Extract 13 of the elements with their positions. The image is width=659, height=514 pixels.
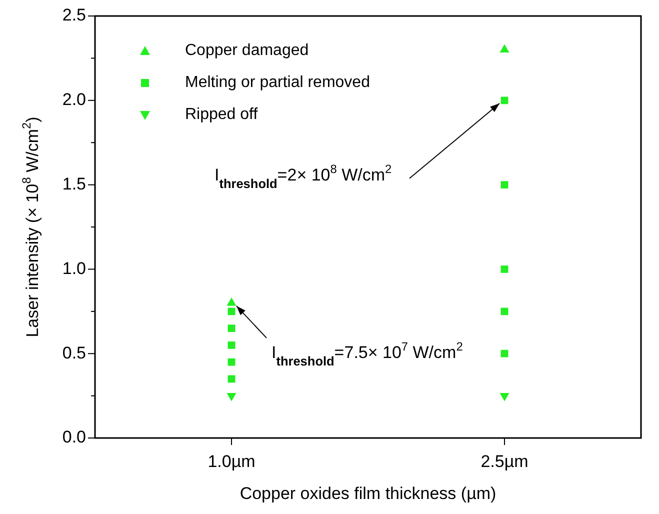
y-tick-label: 0.5 <box>62 343 86 362</box>
legend-label: Copper damaged <box>185 42 309 60</box>
y-tick-label: 1.5 <box>62 174 86 194</box>
y-tick-label: 1.0 <box>62 258 86 278</box>
y-tick-label: 0.0 <box>62 428 86 447</box>
x-tick-label: 1.0µm <box>208 452 256 472</box>
y-tick-label: 2.5 <box>62 6 86 25</box>
x-tick-label: 2.5µm <box>480 452 528 472</box>
x-axis-title: Copper oxides film thickness (µm) <box>240 484 496 504</box>
legend-label: Ripped off <box>185 106 258 124</box>
y-tick-label: 2.0 <box>62 90 86 110</box>
legend-label: Melting or partial removed <box>185 74 370 92</box>
y-axis-title: Laser intensity (× 108 W/cm2) <box>19 116 42 338</box>
